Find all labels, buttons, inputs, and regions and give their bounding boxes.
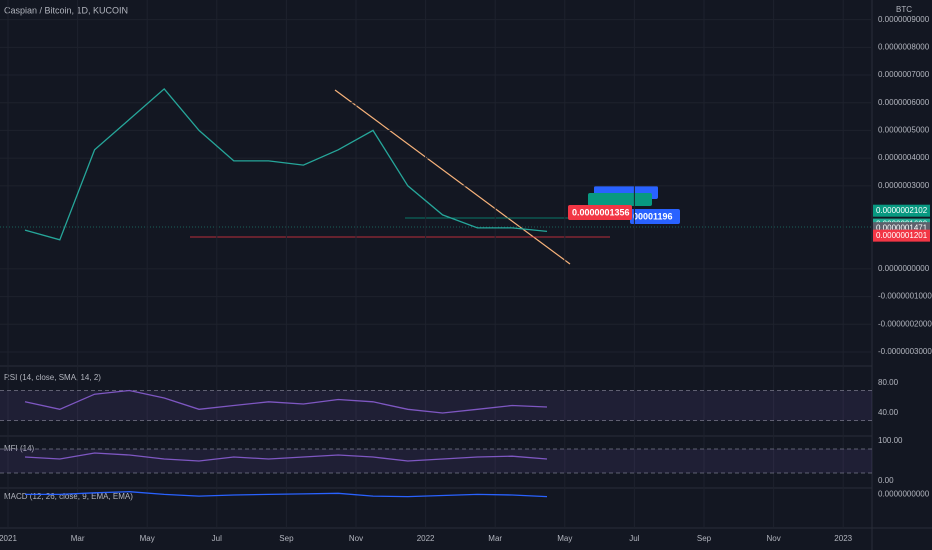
data-line xyxy=(25,491,548,498)
y-tick-label: -0.0000001000 xyxy=(878,292,932,301)
y-tick-label: 0.0000005000 xyxy=(878,126,930,135)
price-label: 0.0000001201 xyxy=(876,231,928,240)
y-tick-label: -0.0000003000 xyxy=(878,347,932,356)
x-tick-label: 2022 xyxy=(417,534,435,543)
y-tick-label: 0.0000006000 xyxy=(878,98,930,107)
y-tick-label: 0.00 xyxy=(878,476,894,485)
x-tick-label: Nov xyxy=(349,534,363,543)
currency: BTC xyxy=(896,5,912,14)
y-tick-label: -0.0000002000 xyxy=(878,319,932,328)
trend-line xyxy=(334,89,571,265)
mfi-title: MFI (14) xyxy=(4,444,35,453)
x-tick-label: Jul xyxy=(629,534,639,543)
x-tick-label: May xyxy=(557,534,572,543)
x-tick-label: Mar xyxy=(71,534,85,543)
chart-title: Caspian / Bitcoin, 1D, KUCOIN xyxy=(4,5,128,15)
x-tick-label: Sep xyxy=(279,534,294,543)
callout-box xyxy=(568,205,632,220)
y-tick-label: 0.0000008000 xyxy=(878,42,930,51)
macd-title: MACD (12, 26, close, 9, EMA, EMA) xyxy=(4,492,133,501)
callout-label: 0.0000001356 xyxy=(572,207,630,217)
x-tick-label: 2021 xyxy=(0,534,17,543)
y-tick-label: 0.0000000000 xyxy=(878,264,930,273)
callout-box xyxy=(630,209,680,224)
y-tick-label: 0.0000000000 xyxy=(878,490,930,499)
x-tick-label: Nov xyxy=(766,534,780,543)
callout-box xyxy=(588,193,652,206)
callout-label: 00001196 xyxy=(633,211,673,221)
y-tick-label: 0.0000004000 xyxy=(878,153,930,162)
band-fill xyxy=(0,449,872,473)
x-tick-label: Sep xyxy=(697,534,712,543)
price-label-box xyxy=(873,204,930,217)
y-tick-label: 40.00 xyxy=(878,408,899,417)
y-tick-label: 80.00 xyxy=(878,378,899,387)
x-tick-label: Jul xyxy=(212,534,222,543)
price-label: 0.0000001471 xyxy=(876,223,928,232)
x-tick-label: May xyxy=(140,534,155,543)
data-line xyxy=(24,389,548,414)
price-label-box xyxy=(873,229,930,242)
data-line xyxy=(24,87,548,241)
price-label: 0.0000002102 xyxy=(876,206,928,215)
y-tick-label: 0.0000007000 xyxy=(878,70,930,79)
band-fill xyxy=(0,390,872,421)
y-tick-label: 0.0000009000 xyxy=(878,15,930,24)
y-tick-label: 0.0000003000 xyxy=(878,181,930,190)
x-tick-label: 2023 xyxy=(834,534,852,543)
rsi-title: RSI (14, close, SMA, 14, 2) xyxy=(4,373,101,382)
y-tick-label: 100.00 xyxy=(878,436,903,445)
x-tick-label: Mar xyxy=(488,534,502,543)
data-line xyxy=(24,452,548,462)
